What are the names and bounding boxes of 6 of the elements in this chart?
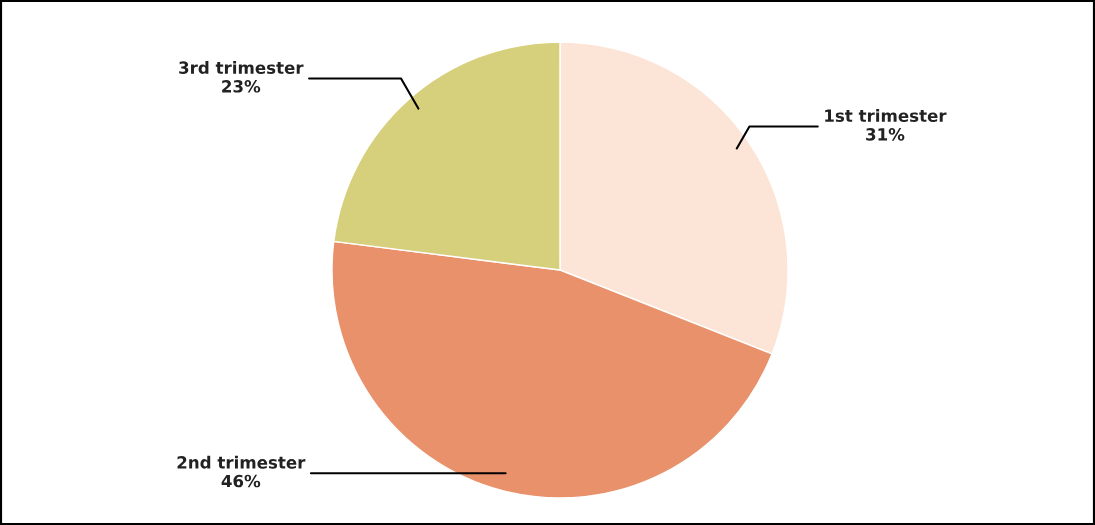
slice-label: 1st trimester: [825, 109, 947, 122]
slice-label: 3rd trimester: [179, 61, 304, 74]
data-label: 31%: [866, 128, 905, 141]
slice-label: 2nd trimester: [177, 455, 306, 469]
data-label: 46%: [221, 474, 261, 488]
data-label: 23%: [222, 80, 261, 93]
